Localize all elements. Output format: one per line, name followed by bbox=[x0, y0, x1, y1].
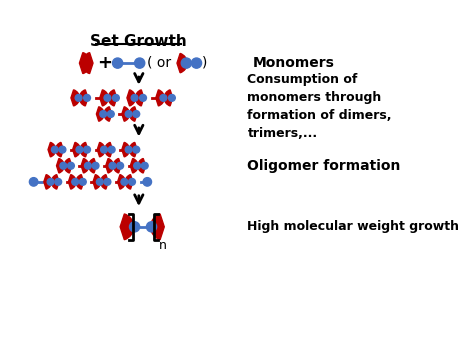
Wedge shape bbox=[44, 174, 52, 189]
Circle shape bbox=[72, 178, 79, 185]
Wedge shape bbox=[76, 174, 84, 189]
Wedge shape bbox=[113, 159, 121, 173]
Circle shape bbox=[29, 178, 38, 186]
Wedge shape bbox=[122, 107, 129, 121]
Circle shape bbox=[125, 146, 132, 153]
Wedge shape bbox=[164, 90, 173, 106]
Wedge shape bbox=[100, 174, 108, 189]
Text: High molecular weight growth: High molecular weight growth bbox=[247, 220, 459, 233]
Wedge shape bbox=[80, 90, 88, 106]
Circle shape bbox=[140, 94, 146, 101]
Circle shape bbox=[55, 178, 62, 185]
Wedge shape bbox=[89, 159, 96, 173]
Circle shape bbox=[121, 178, 128, 185]
Circle shape bbox=[112, 94, 119, 101]
Circle shape bbox=[80, 178, 86, 185]
Wedge shape bbox=[138, 159, 146, 173]
Circle shape bbox=[134, 163, 140, 169]
Circle shape bbox=[191, 58, 201, 68]
Wedge shape bbox=[93, 174, 100, 189]
Wedge shape bbox=[151, 214, 164, 240]
Circle shape bbox=[108, 146, 115, 153]
Circle shape bbox=[84, 94, 91, 101]
Circle shape bbox=[146, 222, 156, 232]
Wedge shape bbox=[48, 143, 55, 157]
Circle shape bbox=[68, 163, 74, 169]
Circle shape bbox=[128, 178, 136, 185]
Circle shape bbox=[75, 94, 82, 101]
Circle shape bbox=[108, 111, 114, 117]
Wedge shape bbox=[105, 143, 112, 157]
Circle shape bbox=[84, 163, 91, 169]
Circle shape bbox=[181, 58, 191, 68]
Wedge shape bbox=[156, 90, 164, 106]
Wedge shape bbox=[100, 90, 108, 106]
Circle shape bbox=[96, 178, 103, 185]
Wedge shape bbox=[120, 214, 134, 240]
Circle shape bbox=[143, 178, 152, 186]
Wedge shape bbox=[97, 143, 105, 157]
Wedge shape bbox=[56, 159, 64, 173]
Circle shape bbox=[117, 163, 124, 169]
Wedge shape bbox=[52, 174, 59, 189]
Wedge shape bbox=[130, 159, 138, 173]
Wedge shape bbox=[73, 143, 80, 157]
Wedge shape bbox=[104, 107, 112, 121]
Circle shape bbox=[92, 163, 99, 169]
Wedge shape bbox=[129, 143, 137, 157]
Wedge shape bbox=[64, 159, 72, 173]
Circle shape bbox=[112, 58, 123, 68]
Wedge shape bbox=[122, 143, 129, 157]
Circle shape bbox=[100, 111, 107, 117]
Circle shape bbox=[76, 146, 83, 153]
Wedge shape bbox=[82, 53, 93, 74]
Wedge shape bbox=[108, 90, 117, 106]
Text: ): ) bbox=[201, 55, 207, 69]
Circle shape bbox=[52, 146, 58, 153]
Wedge shape bbox=[68, 174, 76, 189]
Circle shape bbox=[104, 178, 111, 185]
Wedge shape bbox=[80, 53, 91, 74]
Text: n: n bbox=[159, 239, 167, 252]
Circle shape bbox=[100, 146, 108, 153]
Circle shape bbox=[47, 178, 54, 185]
Text: +: + bbox=[97, 54, 112, 72]
Wedge shape bbox=[136, 90, 144, 106]
Wedge shape bbox=[55, 143, 64, 157]
Circle shape bbox=[133, 111, 140, 117]
Wedge shape bbox=[129, 107, 137, 121]
Circle shape bbox=[59, 146, 66, 153]
Wedge shape bbox=[127, 90, 136, 106]
Wedge shape bbox=[96, 107, 104, 121]
Wedge shape bbox=[80, 143, 88, 157]
Circle shape bbox=[135, 58, 145, 68]
Circle shape bbox=[160, 94, 167, 101]
Circle shape bbox=[133, 146, 140, 153]
Text: Set Growth: Set Growth bbox=[91, 34, 187, 49]
Wedge shape bbox=[81, 159, 89, 173]
Circle shape bbox=[129, 222, 140, 232]
Circle shape bbox=[104, 94, 111, 101]
Wedge shape bbox=[71, 90, 80, 106]
Wedge shape bbox=[125, 174, 133, 189]
Text: Monomers: Monomers bbox=[253, 56, 334, 70]
Circle shape bbox=[84, 146, 91, 153]
Text: Oligomer formation: Oligomer formation bbox=[247, 159, 401, 173]
Text: Consumption of
monomers through
formation of dimers,
trimers,...: Consumption of monomers through formatio… bbox=[247, 73, 392, 140]
Wedge shape bbox=[106, 159, 113, 173]
Wedge shape bbox=[177, 53, 187, 73]
Circle shape bbox=[125, 111, 132, 117]
Circle shape bbox=[168, 94, 175, 101]
Circle shape bbox=[109, 163, 116, 169]
Circle shape bbox=[141, 163, 148, 169]
Text: ( or: ( or bbox=[147, 55, 172, 69]
Circle shape bbox=[60, 163, 67, 169]
Circle shape bbox=[131, 94, 138, 101]
Wedge shape bbox=[118, 174, 125, 189]
